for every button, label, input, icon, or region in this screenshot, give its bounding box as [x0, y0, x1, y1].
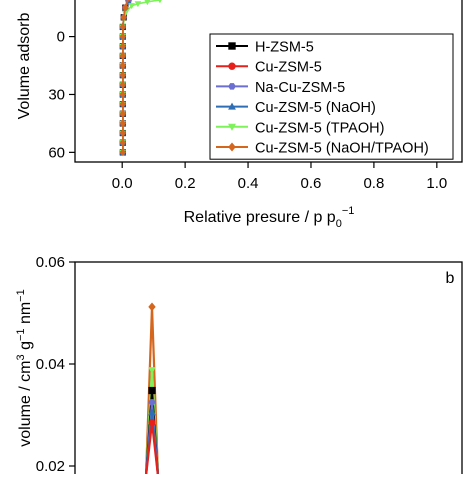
data-point-cu-zsm-5-naoh-tpaoh	[119, 138, 127, 147]
y-label-part: −1	[15, 289, 27, 302]
y-label-part: −1	[15, 328, 27, 341]
panel-b-y-axis: 0.06 0.04 0.02	[36, 254, 75, 475]
series-cu-zsm-5-naoh-tpaoh	[119, 0, 131, 157]
y-label-part: volume / cm	[17, 360, 34, 446]
peak-marker-na-cu-zsm-5	[148, 399, 156, 406]
x-label-subscript: 0	[336, 218, 342, 230]
panel-a-series-group	[119, 0, 162, 157]
data-point-cu-zsm-5-naoh-tpaoh	[119, 61, 127, 70]
x-label-main: Relative presure / p p	[184, 209, 336, 226]
peak-marker-cu-zsm-5-naoh-tpaoh	[148, 302, 156, 312]
legend-box	[209, 33, 454, 160]
y-tick-label: 30	[48, 86, 65, 103]
panel-a-y-axis: 60 30 0	[48, 29, 75, 161]
legend-label: Cu-ZSM-5 (NaOH)	[255, 100, 376, 116]
peak-marker-h-zsm-5	[148, 386, 156, 395]
data-point-cu-zsm-5-naoh-tpaoh	[119, 32, 127, 41]
y-label-part: nm	[17, 302, 34, 329]
peak-marker-cu-zsm-5-naoh	[148, 408, 156, 416]
x-tick-label: 0.2	[175, 175, 196, 192]
data-point-cu-zsm-5-naoh-tpaoh	[122, 3, 129, 12]
data-point-cu-zsm-5-naoh-tpaoh	[119, 90, 127, 99]
data-point-cu-zsm-5-naoh-tpaoh	[119, 71, 127, 80]
data-point-cu-zsm-5-naoh-tpaoh	[119, 148, 127, 157]
legend-item-cu-zsm-5-tpaoh: Cu-ZSM-5 (TPAOH)	[216, 120, 384, 136]
panel-a-x-axis: 0.0 0.2 0.4 0.6 0.8 1.0	[112, 162, 447, 192]
series-line-cu-zsm-5-tpaoh	[122, 0, 161, 153]
panel-b-label: b	[446, 270, 455, 287]
x-tick-label: 0.4	[238, 175, 259, 192]
panel-a-x-axis-label: Relative presure / p p0−1	[184, 205, 355, 230]
legend-label: Cu-ZSM-5	[255, 60, 322, 76]
panel-b-y-axis-label: volume / cm3 g−1 nm−1	[15, 289, 34, 446]
legend-label: Na-Cu-ZSM-5	[255, 80, 345, 96]
legend-item-na-cu-zsm-5: Na-Cu-ZSM-5	[216, 80, 345, 96]
panel-a-y-axis-label: Volume adsorb	[16, 13, 33, 120]
legend-item-cu-zsm-5-naoh-tpaoh: Cu-ZSM-5 (NaOH/TPAOH)	[216, 141, 429, 157]
legend-item-h-zsm-5: H-ZSM-5	[216, 40, 314, 56]
y-tick-label: 0.06	[36, 254, 65, 271]
data-point-cu-zsm-5-naoh-tpaoh	[119, 80, 127, 89]
data-point-cu-zsm-5-naoh-tpaoh	[119, 52, 127, 60]
legend-swatch-marker	[228, 62, 236, 70]
peak-cu-zsm-5-naoh-tpaoh	[144, 302, 160, 477]
data-point-cu-zsm-5-tpaoh	[134, 1, 142, 8]
legend-item-cu-zsm-5-naoh: Cu-ZSM-5 (NaOH)	[216, 100, 376, 116]
y-label-part: 3	[15, 354, 27, 360]
y-tick-label: 0.04	[36, 356, 65, 373]
legend-item-cu-zsm-5: Cu-ZSM-5	[216, 60, 322, 76]
data-point-cu-zsm-5-tpaoh	[158, 0, 162, 4]
x-label-superscript: −1	[342, 205, 355, 217]
legend-label: Cu-ZSM-5 (TPAOH)	[255, 120, 384, 136]
data-point-cu-zsm-5-naoh-tpaoh	[119, 119, 127, 128]
x-tick-label: 0.6	[301, 175, 322, 192]
y-tick-label: 60	[48, 144, 65, 161]
x-tick-label: 0.0	[112, 175, 133, 192]
panel-b-series-group	[144, 302, 160, 477]
y-label-part: g	[17, 341, 34, 354]
data-point-cu-zsm-5-naoh-tpaoh	[120, 13, 127, 22]
data-point-cu-zsm-5-naoh-tpaoh	[119, 129, 127, 137]
legend-swatch-marker	[228, 102, 236, 110]
legend-label: Cu-ZSM-5 (NaOH/TPAOH)	[255, 141, 429, 157]
data-point-cu-zsm-5-naoh-tpaoh	[119, 42, 127, 51]
legend-swatch-marker	[228, 42, 236, 50]
y-tick-label: 0	[57, 29, 65, 46]
peak-cu-zsm-5	[144, 419, 160, 477]
peak-marker-cu-zsm-5	[148, 419, 156, 427]
data-point-cu-zsm-5-naoh-tpaoh	[119, 100, 127, 108]
panel-b: 0.060.040.02 volume / cm3 g−1 nm−1 b	[15, 254, 463, 479]
legend-swatch-marker	[228, 83, 236, 90]
panel-a: 0.0 0.2 0.4 0.6 0.8 1.0 60 30 0 Volume adsorb R…	[16, 0, 463, 230]
legend-swatch-marker	[228, 142, 236, 152]
panel-a-plot-frame	[74, 0, 463, 163]
y-tick-label: 0.02	[36, 458, 65, 474]
data-point-cu-zsm-5-tpaoh	[128, 3, 135, 10]
legend: H-ZSM-5 Cu-ZSM-5 Na-Cu-ZSM-5 Cu-ZSM-5 (NaOH…	[209, 33, 454, 160]
data-point-cu-zsm-5-naoh-tpaoh	[119, 109, 127, 118]
data-point-cu-zsm-5-tpaoh	[144, 0, 151, 6]
legend-label: H-ZSM-5	[255, 40, 314, 56]
panel-b-plot-frame	[74, 261, 463, 479]
series-cu-zsm-5-tpaoh	[119, 0, 162, 156]
legend-swatch-marker	[228, 123, 236, 131]
x-tick-label: 0.8	[363, 175, 384, 192]
data-point-cu-zsm-5-naoh-tpaoh	[119, 23, 127, 31]
peak-marker-cu-zsm-5-tpaoh	[148, 367, 156, 375]
data-point-cu-zsm-5-naoh-tpaoh	[126, 0, 131, 2]
x-tick-label: 1.0	[426, 175, 447, 192]
